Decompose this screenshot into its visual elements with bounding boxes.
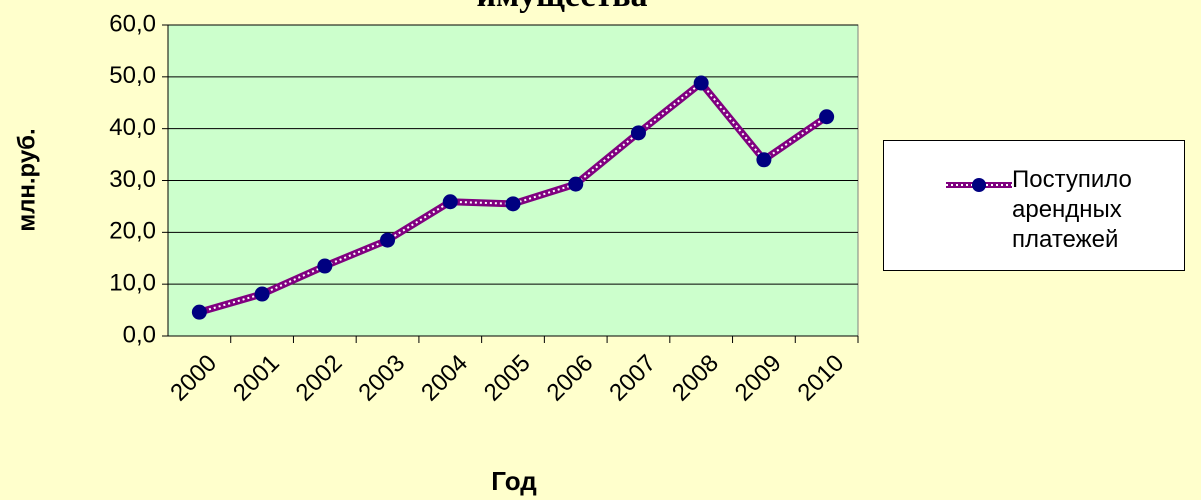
x-tick-label: 2001	[228, 350, 285, 407]
y-tick-label: 0,0	[123, 321, 156, 348]
y-tick-label: 40,0	[109, 114, 156, 141]
point	[693, 75, 709, 91]
y-axis-label: млн.руб.	[13, 128, 40, 231]
legend-label: Поступило арендных платежей	[1012, 166, 1132, 253]
x-tick-label: 2010	[793, 350, 850, 407]
x-tick-label: 2005	[479, 350, 536, 407]
point	[630, 125, 646, 141]
y-tick-label: 20,0	[109, 218, 156, 245]
y-tick-label: 10,0	[109, 270, 156, 297]
y-tick-label: 30,0	[109, 166, 156, 193]
series-line-dots	[199, 81, 828, 314]
legend-marker	[972, 178, 986, 192]
point	[568, 176, 584, 192]
point	[254, 286, 270, 302]
legend: Поступило арендных платежей	[883, 140, 1185, 271]
point	[191, 304, 207, 320]
point	[819, 109, 835, 125]
legend-swatch	[946, 178, 1012, 192]
chart-title: имущества	[476, 0, 647, 14]
x-tick-label: 2002	[291, 350, 348, 407]
x-tick-label: 2006	[542, 350, 599, 407]
y-tick-label: 50,0	[109, 62, 156, 89]
x-tick-label: 2008	[667, 350, 724, 407]
point	[380, 232, 396, 248]
x-tick-label: 2000	[165, 350, 222, 407]
x-tick-label: 2007	[604, 350, 661, 407]
x-axis-label: Год	[491, 466, 537, 496]
x-tick-label: 2003	[353, 350, 410, 407]
point	[442, 194, 458, 210]
point	[756, 152, 772, 168]
x-tick-label: 2009	[730, 350, 787, 407]
y-tick-label: 60,0	[109, 10, 156, 37]
x-tick-label: 2004	[416, 350, 473, 407]
point	[317, 258, 333, 274]
point	[505, 196, 521, 212]
